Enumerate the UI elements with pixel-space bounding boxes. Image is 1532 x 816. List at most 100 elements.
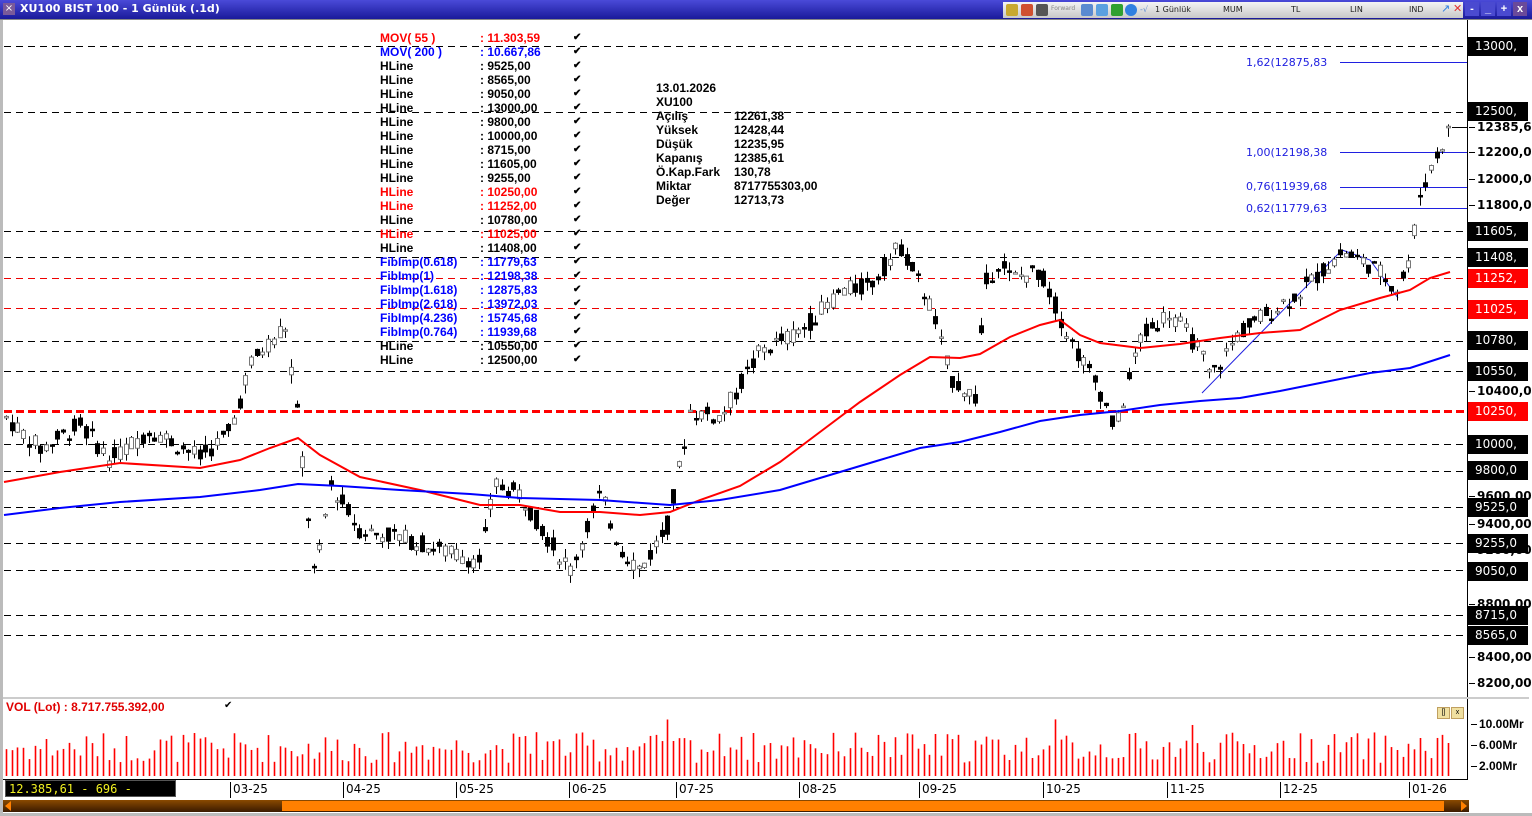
scale-selector[interactable]: LIN (1350, 5, 1363, 14)
scroll-right-arrow-icon[interactable] (1461, 801, 1467, 811)
legend-row: FibImp(0.764): 11939,68 ✔ (380, 325, 590, 339)
info-value: 12261,38 (734, 109, 785, 123)
legend-value: : 15745,68 (480, 311, 538, 325)
forward-label[interactable]: Forward (1051, 5, 1076, 12)
panel-restore-button[interactable]: [] (1437, 707, 1450, 719)
legend-value: : 9050,00 (480, 87, 531, 101)
legend-name: MOV( 200 ) (380, 45, 443, 59)
price-tick-label: 9400,00 (1469, 517, 1532, 531)
legend-name: HLine (380, 171, 414, 185)
horizontal-scrollbar[interactable] (3, 800, 1469, 812)
hline-price-tag: 9050,0 (1468, 562, 1528, 581)
panel-close-button[interactable]: x (1451, 707, 1464, 719)
price-tick-label: 11800,00 (1468, 198, 1532, 212)
check-icon[interactable]: ✔ (573, 270, 582, 281)
line-tool-icon[interactable]: -√ (1140, 5, 1148, 14)
tools-icon[interactable]: ✕ (1453, 2, 1463, 15)
collapse-button[interactable]: _ (1481, 2, 1495, 16)
legend-value: : 8715,00 (480, 143, 531, 157)
hline-price-tag: 10250, (1468, 402, 1528, 421)
volume-check-icon[interactable]: ✔ (224, 700, 233, 711)
chart-type-selector[interactable]: MUM (1223, 5, 1243, 14)
check-icon[interactable]: ✔ (573, 312, 582, 323)
check-icon[interactable]: ✔ (573, 298, 582, 309)
legend-row: FibImp(1): 12198,38 ✔ (380, 269, 590, 283)
close-button[interactable]: x (1513, 2, 1527, 16)
check-icon[interactable]: ✔ (573, 88, 582, 99)
date-tick-label: 03-25 (230, 782, 268, 798)
legend-value: : 10250,00 (480, 185, 538, 199)
legend-row: MOV( 55 ): 11.303,59 ✔ (380, 31, 590, 45)
check-icon[interactable]: ✔ (573, 228, 582, 239)
check-icon[interactable]: ✔ (573, 326, 582, 337)
fib-level-label: 1,62(12875,83 (1246, 56, 1328, 69)
price-axis[interactable] (1467, 20, 1530, 780)
check-icon[interactable]: ✔ (573, 60, 582, 71)
legend-name: FibImp(4.236) (380, 311, 458, 325)
legend-row: HLine: 13000,00 ✔ (380, 101, 590, 115)
check-icon[interactable]: ✔ (573, 214, 582, 225)
legend-value: : 10000,00 (480, 129, 538, 143)
check-icon[interactable]: ✔ (573, 116, 582, 127)
fib-level-label: 0,76(11939,68 (1246, 180, 1328, 193)
move-icon[interactable] (1125, 4, 1137, 16)
check-icon[interactable]: ✔ (573, 130, 582, 141)
close-chart-icon[interactable]: × (3, 3, 15, 15)
check-icon[interactable]: ✔ (573, 242, 582, 253)
check-icon[interactable]: ✔ (573, 74, 582, 85)
window-frame-bottom (0, 813, 1532, 816)
legend-row: HLine: 11408,00 ✔ (380, 241, 590, 255)
info-row: Açılış 12261,38 (656, 109, 856, 123)
window-frame (0, 20, 3, 816)
info-row: Yüksek 12428,44 (656, 123, 856, 137)
check-icon[interactable]: ✔ (573, 172, 582, 183)
panel-divider[interactable] (3, 697, 1529, 699)
check-icon[interactable]: ✔ (573, 340, 582, 351)
hline-price-tag: 10780, (1468, 331, 1528, 350)
check-icon[interactable]: ✔ (573, 102, 582, 113)
scroll-thumb[interactable] (282, 801, 1444, 811)
check-icon[interactable]: ✔ (573, 32, 582, 43)
minimize-button[interactable]: - (1465, 2, 1479, 16)
hline-price-tag: 11605, (1468, 222, 1528, 241)
grid-icon[interactable] (1081, 4, 1093, 16)
legend-value: : 11252,00 (480, 199, 537, 213)
chart-settings-icon[interactable] (1096, 4, 1108, 16)
hline-price-tag: 12500, (1468, 102, 1528, 121)
check-icon[interactable]: ✔ (573, 354, 582, 365)
arrow-icon[interactable]: ↗ (1441, 2, 1451, 15)
check-icon[interactable]: ✔ (573, 200, 582, 211)
scroll-left-arrow-icon[interactable] (5, 801, 11, 811)
legend-name: HLine (380, 59, 414, 73)
legend-name: HLine (380, 227, 414, 241)
volume-title: VOL (Lot) : 8.717.755.392,00 (6, 700, 165, 714)
symbol-icon[interactable] (1006, 4, 1018, 16)
check-icon[interactable]: ✔ (573, 284, 582, 295)
compare-icon[interactable] (1021, 4, 1033, 16)
legend-name: FibImp(2.618) (380, 297, 458, 311)
hline-price-tag: 11025, (1468, 300, 1528, 319)
legend-value: : 10780,00 (480, 213, 538, 227)
legend-value: : 10550,00 (480, 339, 538, 353)
check-icon[interactable]: ✔ (573, 256, 582, 267)
pencil-icon[interactable] (1111, 4, 1123, 16)
check-icon[interactable]: ✔ (573, 144, 582, 155)
info-symbol: XU100 (656, 95, 693, 109)
period-selector[interactable]: 1 Günlük (1155, 5, 1191, 14)
check-icon[interactable]: ✔ (573, 46, 582, 57)
date-tick-label: 08-25 (799, 782, 837, 798)
indicators-selector[interactable]: IND (1409, 5, 1424, 14)
currency-selector[interactable]: TL (1291, 5, 1301, 14)
forward-icon[interactable] (1036, 4, 1048, 16)
legend-value: : 12875,83 (480, 283, 538, 297)
legend-name: HLine (380, 129, 414, 143)
info-key: Miktar (656, 179, 692, 193)
date-tick-label: 11-25 (1167, 782, 1205, 798)
legend-row: HLine: 9525,00 ✔ (380, 59, 590, 73)
maximize-button[interactable]: + (1497, 2, 1511, 16)
volume-tick-label: 6.00Mr (1470, 738, 1518, 752)
check-icon[interactable]: ✔ (573, 186, 582, 197)
check-icon[interactable]: ✔ (573, 158, 582, 169)
legend-value: : 10.667,86 (480, 45, 541, 59)
